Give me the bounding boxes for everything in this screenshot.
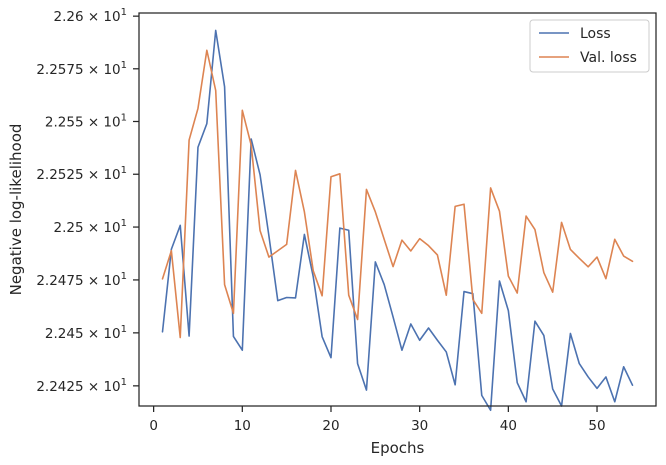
y-tick-label: 2.26 × 101 bbox=[53, 7, 127, 25]
y-axis: 2.2425 × 101 2.245 × 101 2.2475 × 101 2.25 … bbox=[36, 7, 139, 395]
x-tick-label: 10 bbox=[234, 418, 251, 434]
x-tick-label: 20 bbox=[322, 418, 339, 434]
y-tick-label: 2.2475 × 101 bbox=[36, 271, 127, 289]
y-tick-label: 2.2525 × 101 bbox=[36, 165, 127, 183]
y-axis-label: Negative log-likelihood bbox=[7, 124, 25, 296]
series-line-1 bbox=[161, 49, 634, 339]
x-tick-label: 40 bbox=[500, 418, 517, 434]
y-tick-label: 2.255 × 101 bbox=[45, 112, 127, 130]
legend-label-loss: Loss bbox=[580, 26, 611, 42]
x-tick-label: 30 bbox=[411, 418, 428, 434]
y-tick-label: 2.2425 × 101 bbox=[36, 377, 127, 395]
y-tick-label: 2.25 × 101 bbox=[53, 218, 127, 236]
y-tick-label: 2.2575 × 101 bbox=[36, 60, 127, 78]
legend: Loss Val. loss bbox=[529, 19, 650, 73]
x-tick-label: 0 bbox=[149, 418, 158, 434]
x-axis: 0 10 20 30 40 50 bbox=[149, 406, 606, 434]
series-line-0 bbox=[161, 29, 634, 412]
series-layer bbox=[161, 29, 634, 412]
x-tick-label: 50 bbox=[588, 418, 605, 434]
plot-frame bbox=[138, 12, 657, 407]
legend-label-val-loss: Val. loss bbox=[580, 50, 637, 66]
x-axis-label: Epochs bbox=[371, 439, 425, 457]
y-tick-label: 2.245 × 101 bbox=[45, 324, 127, 342]
